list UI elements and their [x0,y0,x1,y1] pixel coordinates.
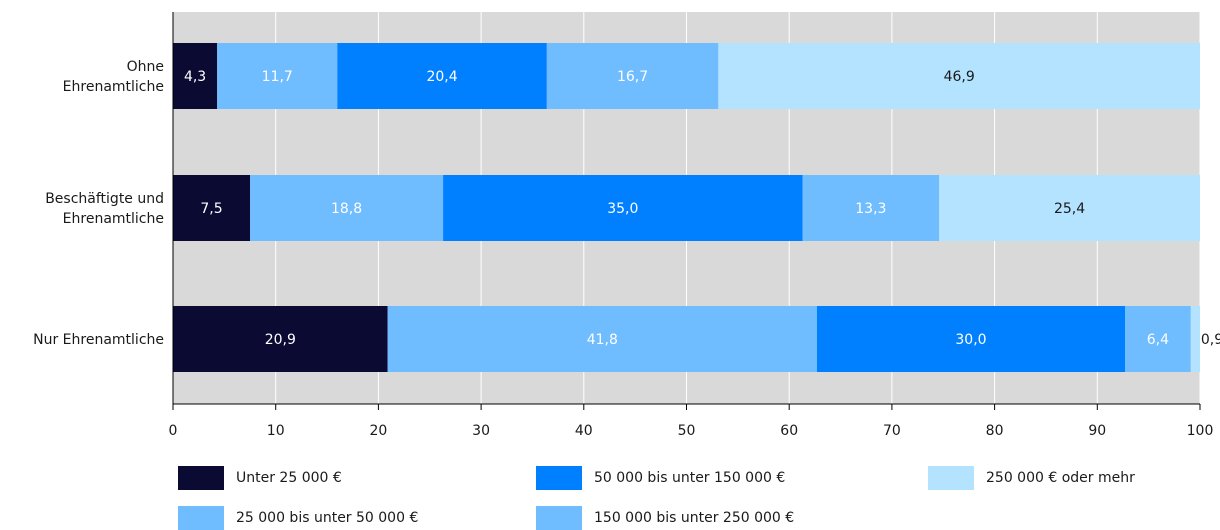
data-label: 41,8 [587,332,618,348]
data-label: 11,7 [262,69,293,85]
bar-segment [546,43,719,109]
bar-segment [173,175,251,241]
bar-segment [217,43,338,109]
data-label: 20,9 [265,332,296,348]
bar-segment [443,175,803,241]
data-label: 7,5 [200,201,222,217]
x-tick-label: 60 [780,423,798,439]
category-label: Beschäftigte und Ehrenamtliche [45,191,164,227]
bar-segment [337,43,547,109]
x-tick-label: 10 [267,423,285,439]
data-label: 16,7 [617,69,648,85]
x-tick-label: 70 [883,423,901,439]
data-label: 6,4 [1147,332,1169,348]
bar-segment [718,43,1200,109]
bar-segment [250,175,444,241]
category-label: Ohne Ehrenamtliche [63,59,164,95]
x-tick-label: 100 [1187,423,1214,439]
x-tick-label: 50 [678,423,696,439]
data-label: 35,0 [607,201,638,217]
x-tick-label: 0 [169,423,178,439]
x-tick-label: 80 [986,423,1004,439]
bar-segment [173,306,388,372]
data-label: 20,4 [426,69,457,85]
x-tick-label: 90 [1088,423,1106,439]
bar-segment [173,43,218,109]
bar-segment [387,306,817,372]
data-label: 46,9 [944,69,975,85]
data-label: 18,8 [331,201,362,217]
bar-segment [816,306,1126,372]
bar-segment [939,175,1200,241]
category-label: Nur Ehrenamtliche [33,332,164,348]
bar-segment [802,175,940,241]
bar-segment [1125,306,1191,372]
data-label: 4,3 [184,69,206,85]
x-tick-label: 40 [575,423,593,439]
x-tick-label: 30 [472,423,490,439]
data-label: 13,3 [855,201,886,217]
data-label: 25,4 [1054,201,1085,217]
x-tick-label: 20 [369,423,387,439]
data-label: 0,9 [1201,332,1220,348]
data-label: 30,0 [955,332,986,348]
bar-segment [1190,306,1200,372]
